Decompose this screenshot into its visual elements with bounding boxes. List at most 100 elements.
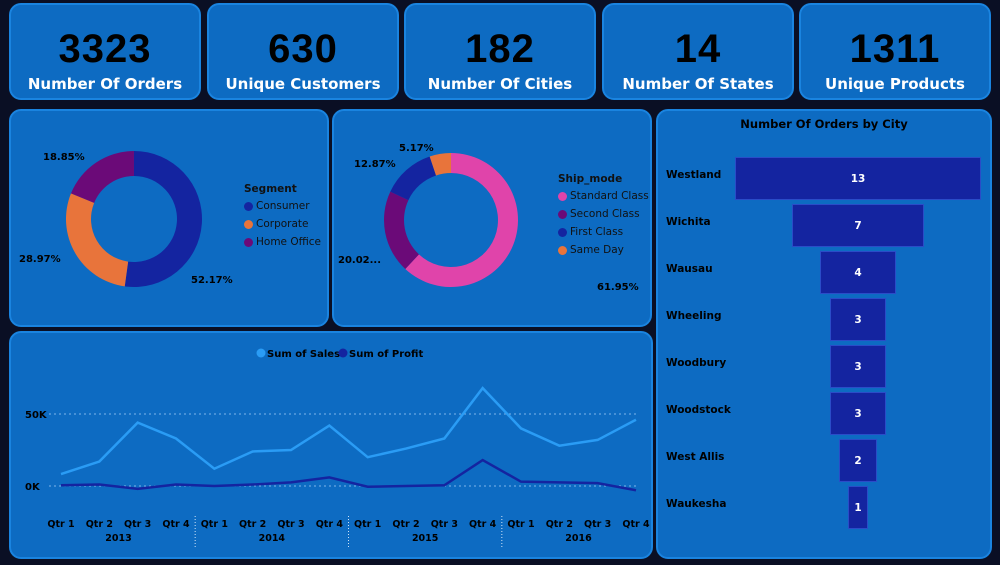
donut-data-label: 52.17%	[191, 275, 233, 286]
legend-item[interactable]: Second Class	[558, 208, 649, 220]
kpi-label: Unique Products	[825, 75, 965, 93]
x-tick-year: 2016	[565, 533, 592, 544]
x-tick-year: 2015	[412, 533, 438, 544]
funnel-row[interactable]: Woodbury 3	[658, 343, 990, 390]
kpi-card: 630 Unique Customers	[207, 3, 399, 100]
shipmode-legend-title: Ship_mode	[558, 173, 623, 185]
funnel-row[interactable]: Waukesha 1	[658, 484, 990, 531]
segment-legend: Segment Consumer Corporate Home Office	[244, 183, 321, 254]
bar-value-label: 4	[854, 266, 862, 279]
funnel-row[interactable]: Wausau 4	[658, 249, 990, 296]
x-tick-year: 2013	[105, 533, 131, 544]
legend-label[interactable]: Sum of Sales	[267, 349, 340, 360]
donut-data-label: 12.87%	[354, 159, 396, 170]
kpi-value: 3323	[58, 27, 152, 71]
x-tick-quarter: Qtr 3	[584, 519, 611, 530]
funnel-bar[interactable]: 4	[820, 251, 896, 294]
orders-by-city-card: Number Of Orders by City Westland 13 Wichi…	[656, 109, 992, 559]
x-tick-quarter: Qtr 4	[622, 519, 650, 530]
y-tick-label: 0K	[25, 482, 41, 493]
legend-dot-icon	[338, 348, 348, 358]
shipmode-legend: Ship_mode Standard Class Second Class First…	[558, 173, 649, 262]
x-tick-quarter: Qtr 4	[162, 519, 190, 530]
x-tick-quarter: Qtr 2	[239, 519, 266, 530]
kpi-card: 1311 Unique Products	[799, 3, 991, 100]
profit-line[interactable]	[60, 458, 637, 492]
funnel-bar[interactable]: 7	[791, 204, 925, 247]
x-tick-quarter: Qtr 3	[124, 519, 151, 530]
legend-label: Second Class	[570, 208, 640, 220]
legend-label: Consumer	[256, 200, 310, 212]
funnel-bar[interactable]: 3	[829, 392, 887, 435]
donut-slice[interactable]	[66, 193, 129, 287]
city-label: West Allis	[666, 451, 725, 463]
city-label: Wheeling	[666, 310, 722, 322]
bar-value-label: 1	[854, 501, 862, 514]
donut-slice[interactable]	[124, 151, 203, 287]
funnel-bar[interactable]: 3	[829, 345, 887, 388]
bar-value-label: 13	[850, 172, 866, 185]
city-label: Waukesha	[666, 498, 727, 510]
legend-item[interactable]: Consumer	[244, 200, 321, 212]
donut-slice[interactable]	[384, 191, 419, 269]
segment-donut: 52.17% 28.97% 18.85%	[19, 151, 233, 287]
funnel-bar[interactable]: 13	[735, 157, 981, 200]
x-tick-quarter: Qtr 4	[469, 519, 497, 530]
city-label: Woodbury	[666, 357, 727, 369]
legend-dot-icon	[558, 191, 567, 201]
x-tick-quarter: Qtr 1	[507, 519, 534, 530]
donut-data-label: 61.95%	[597, 282, 639, 293]
legend-label[interactable]: Sum of Profit	[349, 349, 423, 360]
funnel-bar[interactable]: 1	[848, 486, 868, 529]
segment-donut-card: 52.17% 28.97% 18.85% Segment Consumer Corpor…	[9, 109, 329, 327]
segment-legend-title: Segment	[244, 183, 297, 195]
bar-value-label: 7	[854, 219, 862, 232]
legend-item[interactable]: Same Day	[558, 244, 649, 256]
bar-value-label: 3	[854, 360, 862, 373]
legend-dot-icon	[244, 237, 253, 247]
x-tick-quarter: Qtr 4	[316, 519, 344, 530]
funnel-bar[interactable]: 2	[839, 439, 877, 482]
donut-data-label: 28.97%	[19, 254, 61, 265]
donut-data-label: 5.17%	[399, 143, 434, 154]
funnel-row[interactable]: West Allis 2	[658, 437, 990, 484]
legend-dot-icon	[244, 201, 253, 211]
x-tick-quarter: Qtr 1	[354, 519, 381, 530]
bar-value-label: 2	[854, 454, 862, 467]
funnel-row[interactable]: Westland 13	[658, 155, 990, 202]
legend-label: Standard Class	[570, 190, 649, 202]
legend-item[interactable]: First Class	[558, 226, 649, 238]
city-label: Wichita	[666, 216, 711, 228]
legend-dot-icon	[558, 245, 567, 255]
donut-slice[interactable]	[390, 156, 437, 201]
bar-value-label: 3	[854, 313, 862, 326]
legend-dot-icon	[558, 227, 567, 237]
funnel-row[interactable]: Wichita 7	[658, 202, 990, 249]
legend-label: Corporate	[256, 218, 309, 230]
legend-item[interactable]: Corporate	[244, 218, 321, 230]
sales-line[interactable]	[60, 386, 637, 476]
legend-item[interactable]: Standard Class	[558, 190, 649, 202]
x-tick-quarter: Qtr 1	[201, 519, 228, 530]
kpi-value: 182	[465, 27, 535, 71]
kpi-label: Number Of States	[622, 75, 774, 93]
funnel-row[interactable]: Woodstock 3	[658, 390, 990, 437]
kpi-card: 182 Number Of Cities	[404, 3, 596, 100]
donut-slice[interactable]	[70, 151, 134, 203]
donut-slice[interactable]	[429, 153, 452, 176]
legend-item[interactable]: Home Office	[244, 236, 321, 248]
kpi-label: Unique Customers	[225, 75, 381, 93]
legend-dot-icon	[558, 209, 567, 219]
city-label: Westland	[666, 169, 722, 181]
legend-dot-icon	[256, 348, 266, 358]
donut-slice[interactable]	[405, 153, 518, 287]
legend-label: First Class	[570, 226, 624, 238]
kpi-value: 1311	[849, 27, 941, 71]
funnel-bar[interactable]: 3	[829, 298, 887, 341]
funnel-row[interactable]: Wheeling 3	[658, 296, 990, 343]
kpi-value: 14	[674, 27, 722, 71]
x-tick-year: 2014	[259, 533, 286, 544]
kpi-label: Number Of Orders	[27, 75, 183, 93]
x-tick-quarter: Qtr 2	[392, 519, 419, 530]
x-tick-quarter: Qtr 2	[546, 519, 573, 530]
